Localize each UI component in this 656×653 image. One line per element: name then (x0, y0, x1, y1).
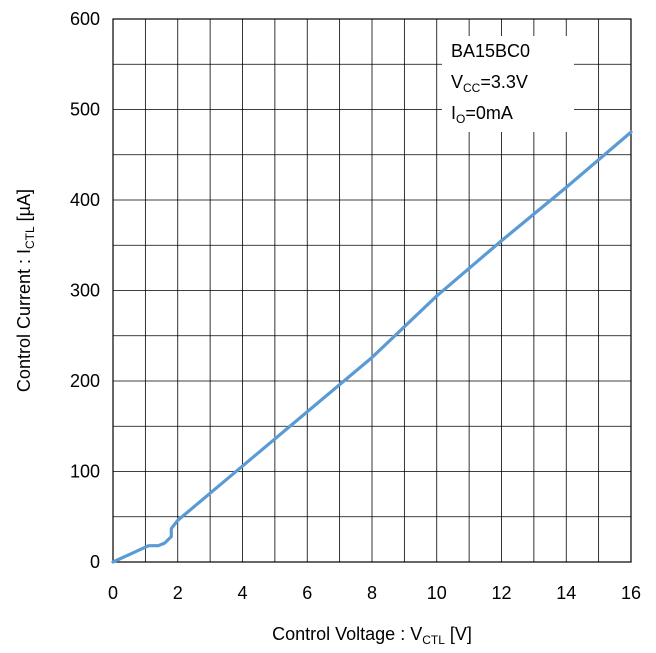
y-axis-title-main: Control Current : I (14, 249, 34, 392)
x-tick-label: 6 (302, 583, 312, 603)
y-tick-label: 300 (70, 281, 100, 301)
y-tick-label: 200 (70, 371, 100, 391)
legend-line-2-main: V (451, 72, 463, 92)
x-axis-title-unit: [V] (445, 624, 472, 644)
legend-line-1: BA15BC0 (451, 41, 530, 61)
y-tick-label: 600 (70, 9, 100, 29)
x-tick-label: 0 (108, 583, 118, 603)
y-axis-title: Control Current : ICTL [µA] (14, 189, 37, 392)
y-tick-label: 500 (70, 100, 100, 120)
x-tick-label: 2 (173, 583, 183, 603)
x-tick-label: 8 (367, 583, 377, 603)
plot-frame (112, 18, 632, 563)
legend-line-3: IO=0mA (451, 103, 513, 126)
legend-line-2: VCC=3.3V (451, 72, 528, 95)
x-tick-label: 10 (427, 583, 447, 603)
x-tick-label: 12 (491, 583, 511, 603)
series-line (111, 130, 633, 564)
y-tick-labels: 0 100 200 300 400 500 600 (70, 9, 100, 572)
legend-line-3-tail: =0mA (465, 103, 513, 123)
x-tick-label: 14 (556, 583, 576, 603)
x-axis-title-sub: CTL (422, 633, 445, 647)
x-axis-title: Control Voltage : VCTL [V] (272, 624, 472, 647)
y-axis-title-unit: [µA] (14, 189, 34, 226)
y-axis-title-sub: CTL (23, 226, 37, 249)
series-layer (111, 130, 633, 564)
legend-line-1-main: BA15BC0 (451, 41, 530, 61)
legend-line-2-sub: CC (463, 81, 481, 95)
x-tick-label: 16 (621, 583, 641, 603)
x-tick-labels: 0 2 4 6 8 10 12 14 16 (108, 583, 641, 603)
legend-box: BA15BC0 VCC=3.3V IO=0mA (442, 36, 574, 132)
x-tick-label: 4 (237, 583, 247, 603)
legend-line-3-main: I (451, 103, 456, 123)
x-axis-title-main: Control Voltage : V (272, 624, 422, 644)
y-tick-label: 400 (70, 190, 100, 210)
legend-line-3-sub: O (456, 112, 465, 126)
y-tick-label: 100 (70, 462, 100, 482)
y-tick-label: 0 (90, 552, 100, 572)
legend-line-2-tail: =3.3V (480, 72, 528, 92)
legend-background (442, 36, 574, 132)
